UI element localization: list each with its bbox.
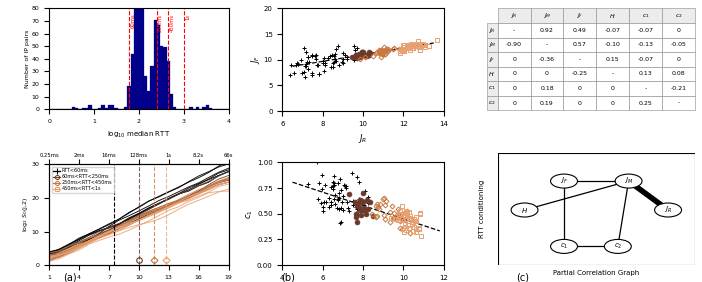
Text: $c_2$: $c_2$ <box>614 242 622 251</box>
Text: $J_R$: $J_R$ <box>664 205 672 215</box>
Bar <box>81 108 85 109</box>
Text: 450ms: 450ms <box>169 14 175 32</box>
Bar <box>124 107 128 109</box>
Circle shape <box>550 174 578 188</box>
Bar <box>160 46 164 109</box>
Bar <box>131 54 134 109</box>
Bar <box>114 108 118 109</box>
Bar <box>150 66 154 109</box>
Bar <box>164 47 166 109</box>
Bar <box>190 107 192 109</box>
Circle shape <box>655 203 682 217</box>
Y-axis label: Number of IP pairs: Number of IP pairs <box>25 30 30 88</box>
Text: (b): (b) <box>281 273 295 282</box>
Bar <box>128 87 131 109</box>
Bar <box>140 6 144 109</box>
Y-axis label: log$_2$ $S_0$(j,2): log$_2$ $S_0$(j,2) <box>21 197 30 232</box>
Text: (c): (c) <box>517 273 529 282</box>
Bar <box>101 105 105 109</box>
Circle shape <box>511 203 538 217</box>
Text: 60ms: 60ms <box>131 14 135 28</box>
Circle shape <box>550 239 578 254</box>
Circle shape <box>615 174 642 188</box>
Text: 1s: 1s <box>185 14 190 20</box>
Legend: RTT<60ms, 60ms<RTT<250ms, 250ms<RTT<450ms, 450ms<RTT<1s: RTT<60ms, 60ms<RTT<250ms, 250ms<RTT<450m… <box>51 167 114 193</box>
Bar <box>154 20 157 109</box>
Text: $c_1$: $c_1$ <box>559 242 568 251</box>
Y-axis label: $c_1$: $c_1$ <box>245 209 256 219</box>
Bar <box>173 107 176 109</box>
Text: 250ms: 250ms <box>158 14 163 32</box>
Bar <box>498 153 695 265</box>
Bar <box>111 105 114 109</box>
Bar <box>157 25 160 109</box>
Bar <box>170 94 173 109</box>
Bar <box>144 76 147 109</box>
X-axis label: log$_{10}$ median RTT: log$_{10}$ median RTT <box>107 129 171 140</box>
Bar <box>209 108 212 109</box>
Text: Partial Correlation Graph: Partial Correlation Graph <box>553 270 640 276</box>
Text: (a): (a) <box>63 273 77 282</box>
Text: $J_F$: $J_F$ <box>560 176 568 186</box>
Bar <box>75 108 79 109</box>
Bar <box>72 107 75 109</box>
Bar <box>137 0 140 109</box>
Text: $J_M$: $J_M$ <box>624 176 633 186</box>
Text: RTT conditioning: RTT conditioning <box>479 180 485 238</box>
Circle shape <box>604 239 631 254</box>
Bar <box>206 105 209 109</box>
Bar <box>202 107 206 109</box>
Bar <box>98 108 101 109</box>
Bar <box>166 61 170 109</box>
Bar <box>147 91 150 109</box>
Bar <box>105 108 108 109</box>
Bar <box>85 108 88 109</box>
Text: $H$: $H$ <box>521 206 528 215</box>
Bar <box>134 0 137 109</box>
Y-axis label: $J_F$: $J_F$ <box>249 55 263 64</box>
Bar <box>88 105 91 109</box>
Bar <box>196 107 199 109</box>
Bar <box>108 105 111 109</box>
X-axis label: $J_R$: $J_R$ <box>359 132 368 146</box>
